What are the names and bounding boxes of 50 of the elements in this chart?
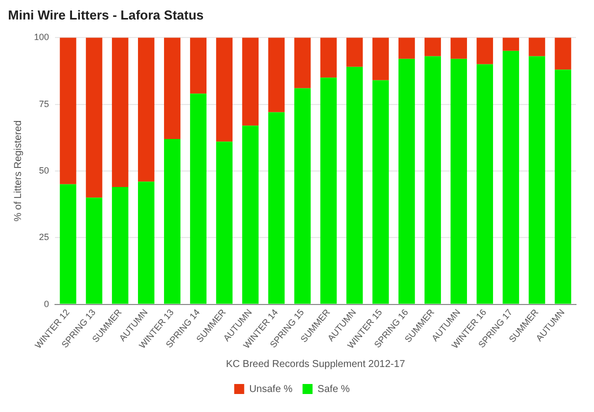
bar (424, 38, 441, 56)
bar (424, 56, 441, 304)
bar (476, 38, 494, 64)
bar (320, 38, 337, 78)
bar (242, 38, 259, 126)
bar (268, 112, 285, 304)
bar (554, 70, 572, 304)
bar (190, 38, 206, 94)
bar (450, 58, 467, 304)
bar (320, 78, 337, 304)
y-tick-label: 0 (44, 298, 50, 309)
bar (138, 182, 154, 304)
bar (502, 38, 520, 51)
bar (86, 198, 102, 304)
bar (398, 38, 415, 59)
bar (112, 186, 128, 304)
bar (450, 38, 467, 59)
chart-title: Mini Wire Litters - Lafora Status (8, 7, 204, 22)
bar (528, 56, 546, 304)
bar (294, 38, 311, 88)
bar (112, 38, 128, 187)
bar (216, 142, 233, 304)
y-tick-label: 50 (39, 165, 50, 176)
bar (528, 38, 546, 56)
y-tick-label: 25 (39, 232, 50, 242)
bar (346, 38, 363, 67)
bar (294, 88, 311, 304)
bar (216, 38, 233, 142)
bar (502, 50, 520, 304)
y-tick-label: 100 (34, 32, 50, 42)
x-axis-title: KC Breed Records Supplement 2012-17 (226, 358, 406, 370)
bar (138, 38, 154, 182)
bar (86, 38, 102, 198)
bar (164, 38, 180, 139)
bar (476, 64, 494, 304)
bar (268, 38, 285, 112)
legend-label: Unsafe % (249, 384, 293, 395)
bar (398, 58, 415, 304)
bar (190, 94, 206, 304)
bar (372, 38, 389, 80)
y-tick-label: 75 (39, 98, 50, 109)
bar (164, 138, 180, 304)
legend-label: Safe % (318, 384, 350, 395)
bar (60, 38, 76, 184)
bar (372, 80, 389, 304)
bar (554, 38, 572, 70)
bar (60, 184, 76, 304)
bar (346, 66, 363, 304)
y-axis-title: % of Litters Registered (12, 120, 24, 222)
bar (242, 126, 259, 304)
